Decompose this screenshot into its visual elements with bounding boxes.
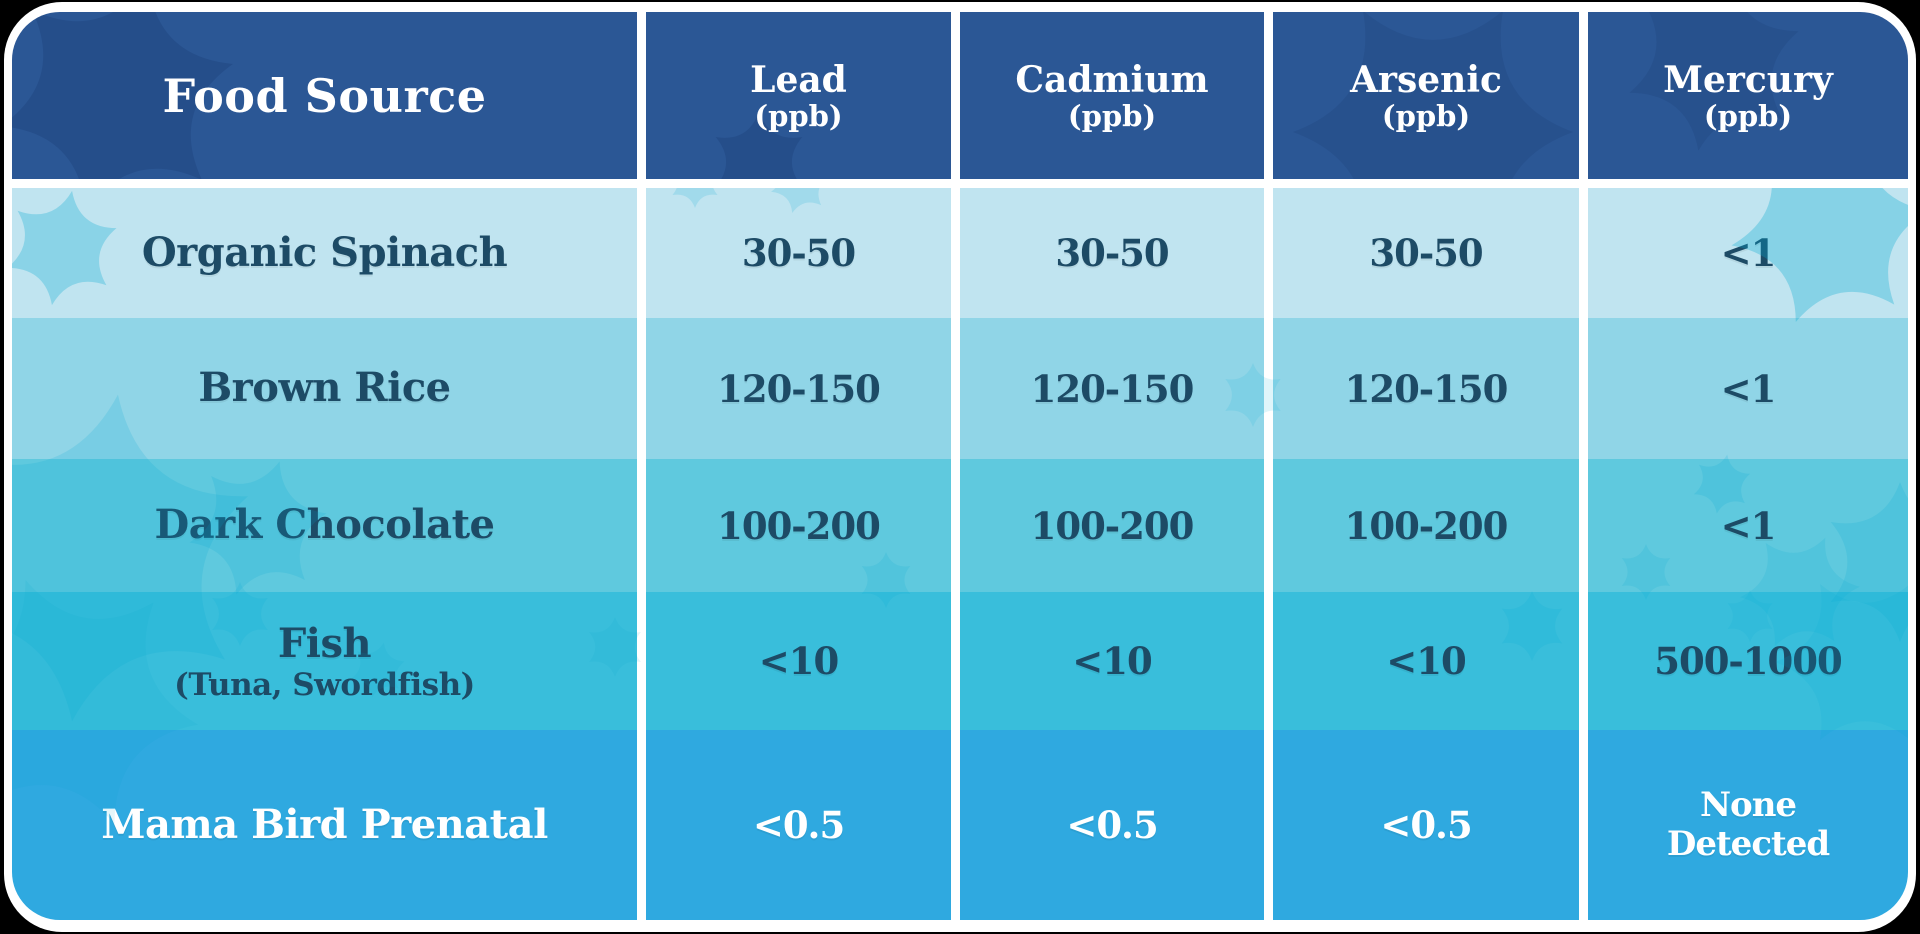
lead-value: <10	[758, 639, 839, 683]
food-cell: Brown Rice	[12, 318, 637, 459]
food-source-header-label: Food Source	[162, 68, 487, 123]
arsenic-header-label: Arsenic	[1350, 58, 1502, 101]
food-detail-label: (Tuna, Swordfish)	[174, 667, 475, 704]
header-cell-arsenic: Arsenic (ppb)	[1273, 12, 1579, 179]
food-cell: Dark Chocolate	[12, 459, 637, 592]
cadmium-value-cell: <0.5	[960, 730, 1264, 920]
mercury-value: None Detected	[1666, 784, 1830, 864]
lead-value: 30-50	[741, 231, 856, 275]
food-cell: Organic Spinach	[12, 188, 637, 318]
arsenic-value-cell: <0.5	[1273, 730, 1579, 920]
food-label: Dark Chocolate	[154, 501, 496, 548]
arsenic-value-cell: 120-150	[1273, 318, 1579, 459]
arsenic-value-cell: 30-50	[1273, 188, 1579, 318]
header-cell-mercury: Mercury (ppb)	[1588, 12, 1908, 179]
table-row-dark-chocolate: Dark Chocolate 100-200 100-200 100-200 <…	[12, 459, 1908, 592]
table-row-fish: Fish (Tuna, Swordfish) <10 <10 <10 500-1…	[12, 592, 1908, 730]
header-cell-cadmium: Cadmium (ppb)	[960, 12, 1264, 179]
table-row-mama-bird-prenatal: Mama Bird Prenatal <0.5 <0.5 <0.5 None D…	[12, 730, 1908, 920]
lead-value: 100-200	[717, 503, 881, 548]
cadmium-value-cell: 120-150	[960, 318, 1264, 459]
arsenic-value: 30-50	[1369, 231, 1483, 275]
header-cell-food-source: Food Source	[12, 12, 637, 179]
arsenic-value: <10	[1386, 639, 1466, 683]
lead-value-cell: 100-200	[646, 459, 951, 592]
mercury-value: <1	[1720, 503, 1777, 548]
table-header-row: Food Source Lead (ppb) Cadmium (ppb)	[12, 12, 1908, 179]
cadmium-value: 120-150	[1030, 366, 1195, 411]
arsenic-value: <0.5	[1380, 803, 1472, 847]
cadmium-value: 30-50	[1055, 231, 1169, 275]
food-label: Organic Spinach	[141, 228, 508, 276]
cadmium-value-cell: 30-50	[960, 188, 1264, 318]
cadmium-value: <0.5	[1066, 803, 1158, 847]
mercury-value-cell: <1	[1588, 459, 1908, 592]
header-cell-lead: Lead (ppb)	[646, 12, 951, 179]
mercury-value-cell: <1	[1588, 188, 1908, 318]
table-row-brown-rice: Brown Rice 120-150 120-150 120-150 <1	[12, 318, 1908, 459]
arsenic-value: 100-200	[1344, 503, 1509, 548]
cadmium-header-unit: (ppb)	[1067, 98, 1157, 133]
mercury-value-cell: None Detected	[1588, 730, 1908, 920]
lead-value-cell: <10	[646, 592, 951, 730]
mercury-value: <1	[1720, 231, 1777, 275]
arsenic-value: 120-150	[1344, 366, 1509, 411]
food-cell: Fish (Tuna, Swordfish)	[12, 592, 637, 730]
mercury-value-cell: <1	[1588, 318, 1908, 459]
cadmium-value-cell: 100-200	[960, 459, 1264, 592]
mercury-header-unit: (ppb)	[1703, 98, 1793, 133]
food-label: Fish	[277, 620, 372, 668]
mercury-header-label: Mercury	[1663, 58, 1833, 101]
heavy-metals-table: Food Source Lead (ppb) Cadmium (ppb)	[12, 12, 1908, 920]
lead-header-unit: (ppb)	[754, 98, 843, 133]
food-cell: Mama Bird Prenatal	[12, 730, 637, 920]
table-row-organic-spinach: Organic Spinach 30-50 30-50 30-50 <1	[12, 188, 1908, 318]
food-label: Mama Bird Prenatal	[101, 800, 548, 848]
mercury-value: 500-1000	[1654, 639, 1843, 683]
cadmium-value: <10	[1072, 639, 1152, 683]
arsenic-value-cell: <10	[1273, 592, 1579, 730]
arsenic-value-cell: 100-200	[1273, 459, 1579, 592]
table-body: Organic Spinach 30-50 30-50 30-50 <1	[12, 188, 1908, 920]
cadmium-value: 100-200	[1030, 503, 1195, 548]
lead-value-cell: <0.5	[646, 730, 951, 920]
mercury-value-cell: 500-1000	[1588, 592, 1908, 730]
cadmium-value-cell: <10	[960, 592, 1264, 730]
cadmium-header-label: Cadmium	[1015, 58, 1209, 101]
lead-value-cell: 30-50	[646, 188, 951, 318]
mercury-value: <1	[1720, 366, 1777, 411]
food-label: Brown Rice	[198, 364, 451, 411]
lead-value: <0.5	[752, 803, 845, 847]
lead-value: 120-150	[717, 366, 881, 411]
lead-value-cell: 120-150	[646, 318, 951, 459]
lead-header-label: Lead	[750, 58, 847, 101]
table-card: Food Source Lead (ppb) Cadmium (ppb)	[4, 2, 1916, 932]
arsenic-header-unit: (ppb)	[1381, 98, 1471, 133]
